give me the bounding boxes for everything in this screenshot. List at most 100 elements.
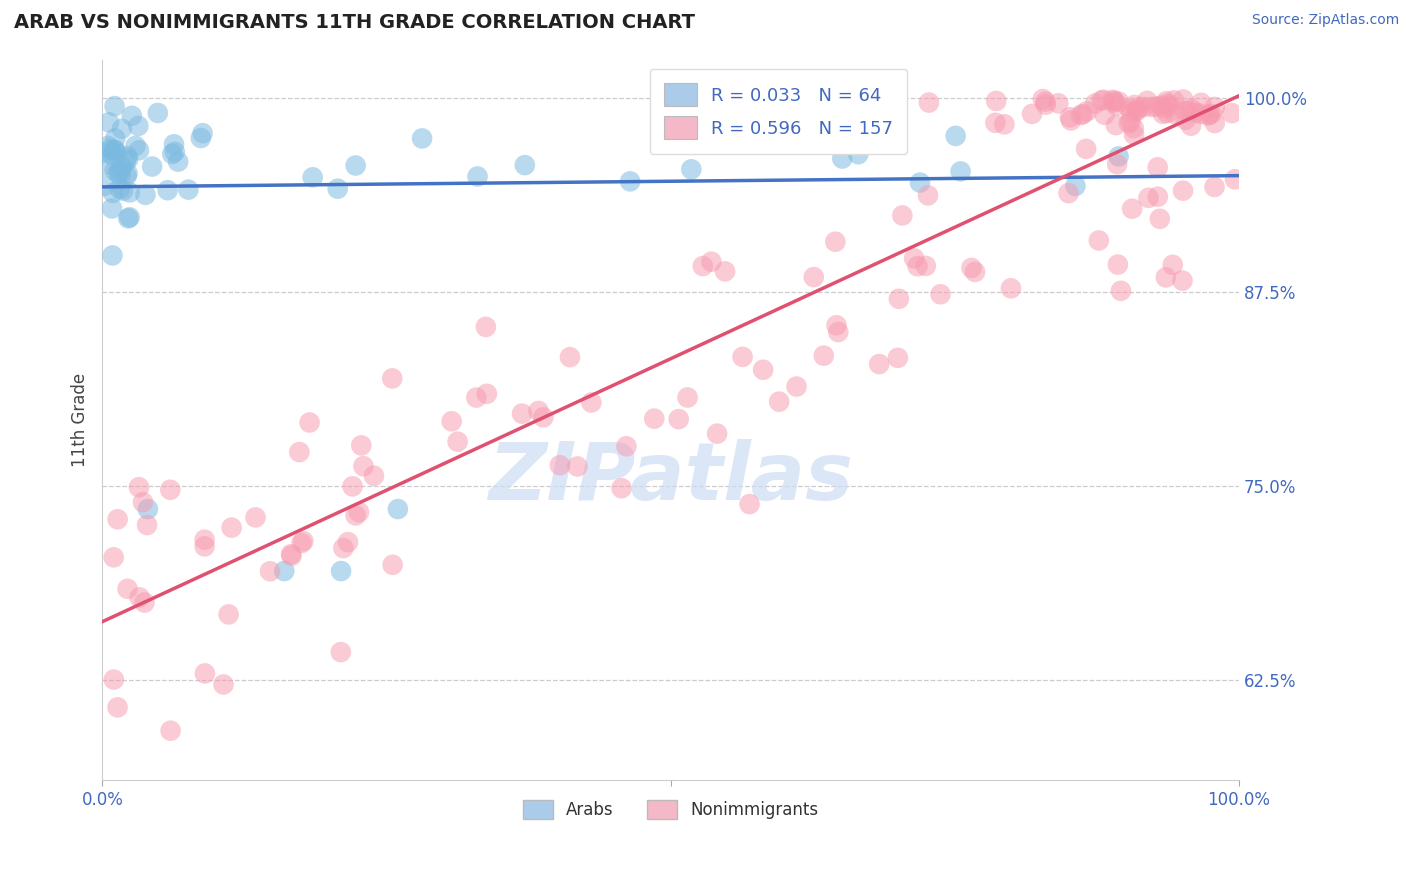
Point [1119,114,1142,128]
Point [1201,107,1223,121]
Point [132,495,155,509]
Point [676,391,699,405]
Point [914,259,936,273]
Point [908,176,931,190]
Point [1164,107,1187,121]
Point [513,158,536,172]
Point [329,645,352,659]
Point [107,512,129,526]
Point [115,169,138,183]
Point [1154,95,1177,109]
Point [111,161,134,175]
Point [531,410,554,425]
Point [141,160,163,174]
Point [510,407,533,421]
Point [330,564,353,578]
Text: ARAB VS NONIMMIGRANTS 11TH GRADE CORRELATION CHART: ARAB VS NONIMMIGRANTS 11TH GRADE CORRELA… [14,13,695,32]
Point [1090,94,1112,108]
Point [440,414,463,428]
Point [1076,104,1098,119]
Point [1109,284,1132,298]
Point [194,540,217,554]
Point [1144,99,1167,113]
Point [344,159,367,173]
Point [245,510,267,524]
Point [101,148,124,162]
Point [118,211,141,225]
Point [1223,172,1246,186]
Point [1121,202,1143,216]
Point [273,564,295,578]
Point [212,677,235,691]
Point [1161,258,1184,272]
Point [1137,191,1160,205]
Point [1101,93,1123,107]
Point [280,547,302,561]
Point [1163,94,1185,108]
Point [134,187,156,202]
Point [146,106,169,120]
Point [731,350,754,364]
Point [610,481,633,495]
Point [301,170,323,185]
Point [887,292,910,306]
Point [846,147,869,161]
Point [986,94,1008,108]
Point [93,178,115,193]
Point [1125,103,1147,118]
Point [108,164,131,178]
Point [326,182,349,196]
Point [1125,103,1147,117]
Text: ZIPatlas: ZIPatlas [488,439,853,516]
Point [194,533,217,547]
Point [1174,103,1197,118]
Point [292,534,315,549]
Point [681,162,703,177]
Point [91,146,114,161]
Point [1092,93,1115,107]
Point [1156,96,1178,111]
Point [891,208,914,222]
Point [177,183,200,197]
Text: Source: ZipAtlas.com: Source: ZipAtlas.com [1251,13,1399,28]
Point [446,434,468,449]
Point [190,131,212,145]
Point [1146,190,1168,204]
Point [821,111,844,125]
Point [903,252,925,266]
Point [350,438,373,452]
Point [984,116,1007,130]
Point [381,371,404,385]
Point [101,202,124,216]
Point [1104,95,1126,110]
Point [1108,95,1130,109]
Point [98,142,121,156]
Point [118,186,141,200]
Point [128,480,150,494]
Point [1152,107,1174,121]
Point [1220,106,1243,120]
Point [1136,94,1159,108]
Point [117,211,139,226]
Point [105,146,128,161]
Point [114,154,136,169]
Point [1035,97,1057,112]
Point [465,391,488,405]
Point [1150,99,1173,113]
Point [1064,178,1087,193]
Point [288,445,311,459]
Point [668,412,690,426]
Point [218,607,240,622]
Point [813,349,835,363]
Point [112,184,135,198]
Point [714,264,737,278]
Point [290,536,312,550]
Point [117,149,139,163]
Point [103,143,125,157]
Point [1149,211,1171,226]
Point [1122,121,1144,136]
Point [918,95,941,110]
Point [103,673,125,687]
Point [1133,100,1156,114]
Point [1140,100,1163,114]
